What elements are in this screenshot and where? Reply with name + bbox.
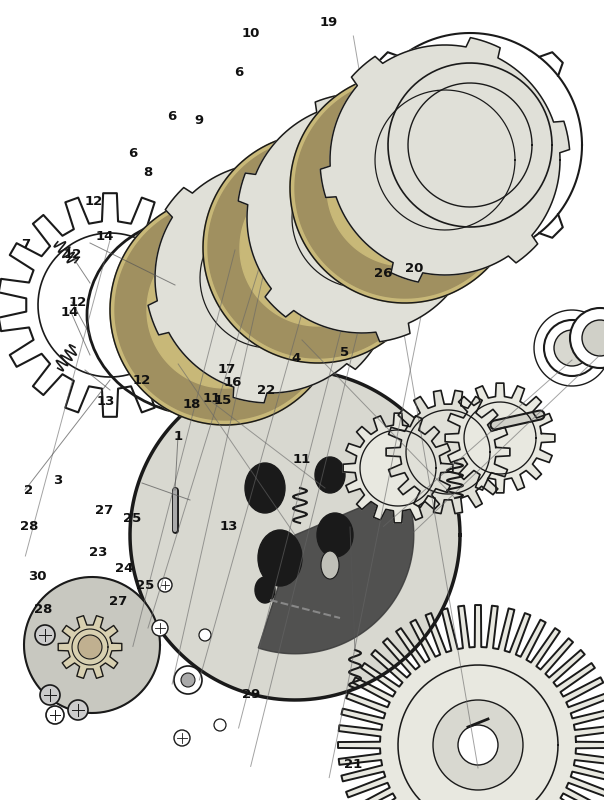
Text: 28: 28 xyxy=(20,520,38,533)
Text: 3: 3 xyxy=(53,474,62,486)
Circle shape xyxy=(199,629,211,641)
Polygon shape xyxy=(238,94,486,342)
Text: 22: 22 xyxy=(257,384,275,397)
Text: 30: 30 xyxy=(28,570,47,582)
Polygon shape xyxy=(58,616,122,678)
Text: 18: 18 xyxy=(183,398,201,410)
Text: 19: 19 xyxy=(320,16,338,29)
Circle shape xyxy=(174,666,202,694)
Text: 12: 12 xyxy=(85,195,103,208)
Polygon shape xyxy=(147,232,303,388)
Text: 25: 25 xyxy=(136,579,154,592)
Text: 9: 9 xyxy=(194,114,204,126)
Text: 6: 6 xyxy=(128,147,138,160)
Polygon shape xyxy=(358,33,582,257)
Text: 11: 11 xyxy=(202,392,220,405)
Text: 1: 1 xyxy=(173,430,183,442)
Text: 11: 11 xyxy=(293,454,311,466)
Circle shape xyxy=(570,308,604,368)
Ellipse shape xyxy=(255,577,275,603)
Text: 6: 6 xyxy=(234,66,243,78)
Circle shape xyxy=(554,330,590,366)
Polygon shape xyxy=(445,383,555,493)
Text: 4: 4 xyxy=(291,352,301,365)
Text: 8: 8 xyxy=(143,166,153,178)
Text: 6: 6 xyxy=(167,110,177,122)
Polygon shape xyxy=(110,195,340,425)
Circle shape xyxy=(78,635,102,659)
Ellipse shape xyxy=(258,530,302,586)
Text: 10: 10 xyxy=(242,27,260,40)
Polygon shape xyxy=(259,489,414,654)
Text: 7: 7 xyxy=(21,238,30,250)
Circle shape xyxy=(544,320,600,376)
Polygon shape xyxy=(386,390,510,514)
Polygon shape xyxy=(130,370,460,700)
Circle shape xyxy=(433,700,523,790)
Text: 12: 12 xyxy=(133,374,151,387)
Text: 13: 13 xyxy=(219,520,237,533)
Circle shape xyxy=(158,578,172,592)
Circle shape xyxy=(174,730,190,746)
Circle shape xyxy=(46,706,64,724)
Polygon shape xyxy=(240,170,396,326)
Polygon shape xyxy=(24,577,160,713)
Text: 28: 28 xyxy=(34,603,53,616)
Circle shape xyxy=(152,620,168,636)
Text: 14: 14 xyxy=(60,306,79,318)
Circle shape xyxy=(458,725,498,765)
Ellipse shape xyxy=(321,551,339,579)
Polygon shape xyxy=(148,154,391,403)
Text: 27: 27 xyxy=(95,504,113,517)
Text: 20: 20 xyxy=(405,262,423,274)
Polygon shape xyxy=(320,38,570,282)
Circle shape xyxy=(214,719,226,731)
Polygon shape xyxy=(203,133,433,363)
Text: 29: 29 xyxy=(242,688,260,701)
Text: 2: 2 xyxy=(24,484,34,497)
Polygon shape xyxy=(338,605,604,800)
Polygon shape xyxy=(0,194,221,417)
Text: 26: 26 xyxy=(374,267,393,280)
Circle shape xyxy=(68,700,88,720)
Text: 13: 13 xyxy=(97,395,115,408)
Polygon shape xyxy=(290,73,520,303)
Ellipse shape xyxy=(317,513,353,557)
Polygon shape xyxy=(343,413,453,523)
Text: 23: 23 xyxy=(89,546,107,558)
Text: 24: 24 xyxy=(115,562,133,574)
Ellipse shape xyxy=(315,457,345,493)
Text: 27: 27 xyxy=(109,595,127,608)
Text: 5: 5 xyxy=(339,346,349,358)
Text: 21: 21 xyxy=(344,758,362,770)
Polygon shape xyxy=(295,78,515,298)
Text: 12: 12 xyxy=(68,296,86,309)
Circle shape xyxy=(35,625,55,645)
Circle shape xyxy=(181,673,195,687)
Circle shape xyxy=(40,685,60,705)
Text: 12: 12 xyxy=(63,248,82,261)
Ellipse shape xyxy=(245,463,285,513)
Polygon shape xyxy=(208,138,428,358)
Text: 17: 17 xyxy=(217,363,236,376)
Text: 25: 25 xyxy=(123,512,141,525)
Polygon shape xyxy=(115,200,335,420)
Text: 16: 16 xyxy=(223,376,242,389)
Circle shape xyxy=(582,320,604,356)
Polygon shape xyxy=(327,110,483,266)
Text: 14: 14 xyxy=(95,230,114,242)
Text: 15: 15 xyxy=(213,394,231,406)
